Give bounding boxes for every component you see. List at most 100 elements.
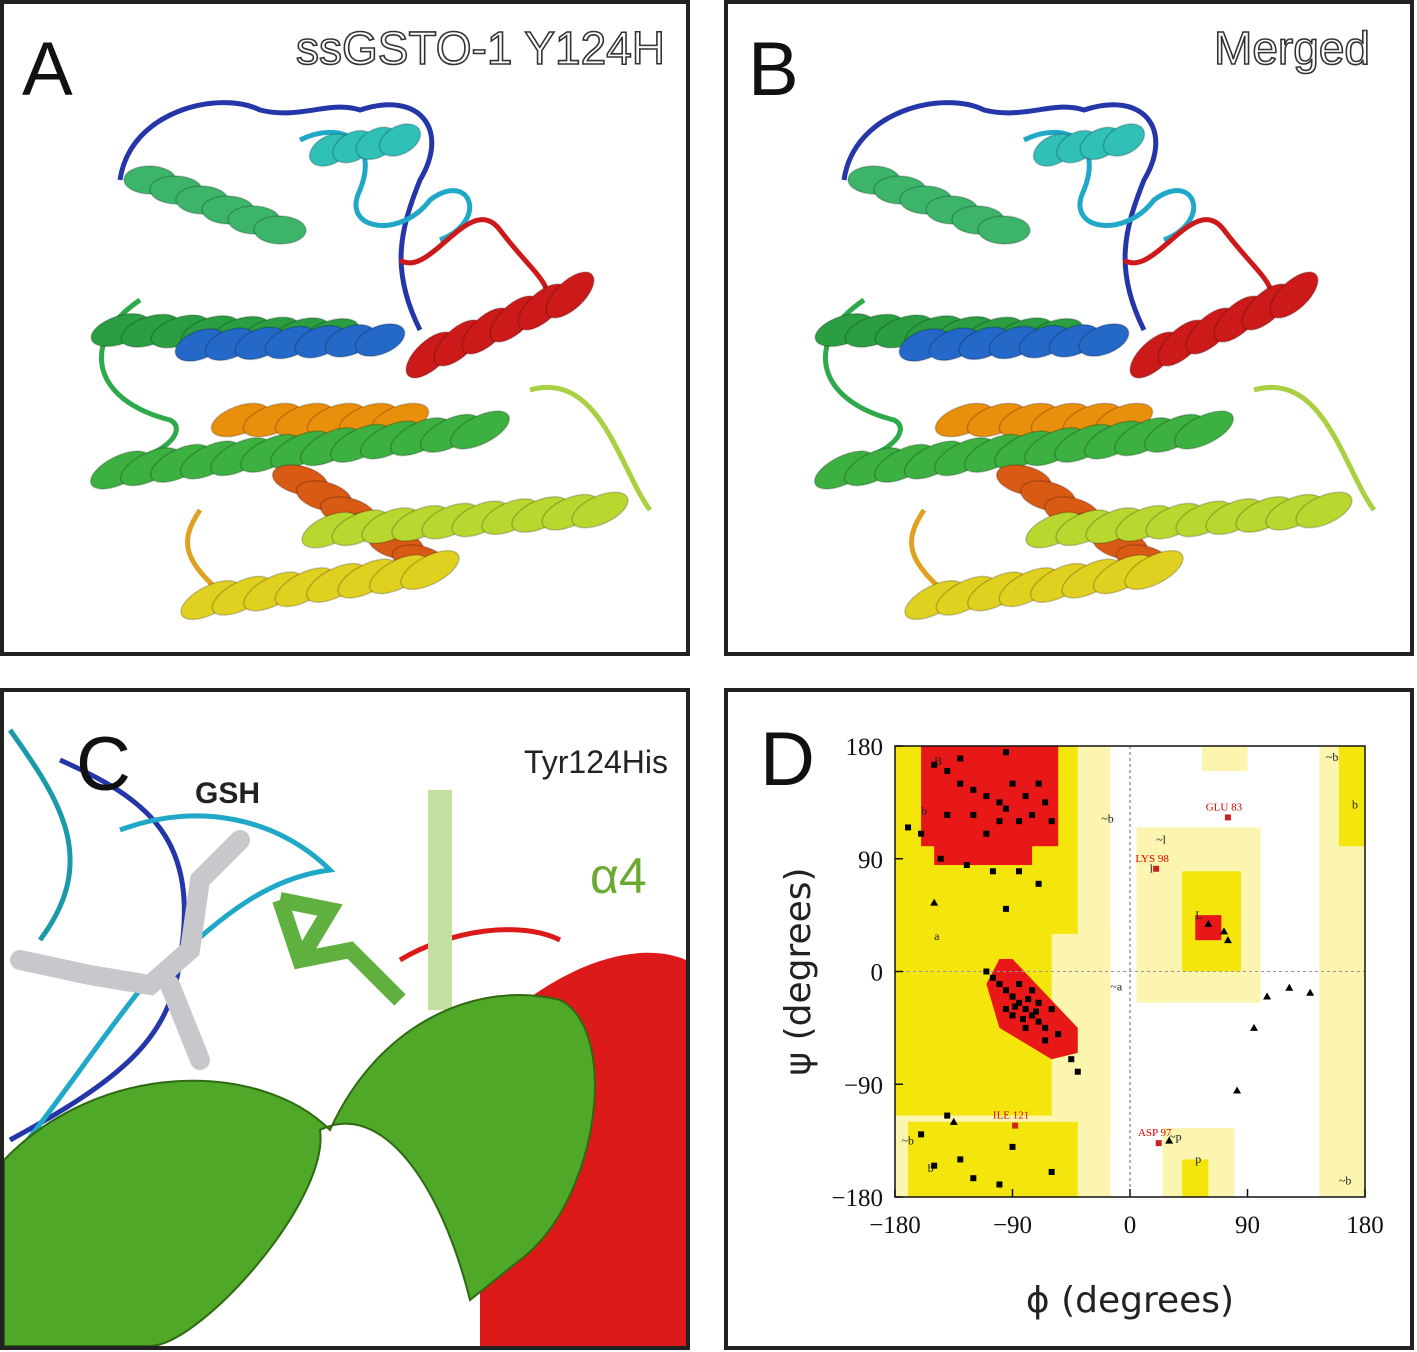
point: [1042, 799, 1049, 806]
helix-turn: [1295, 491, 1353, 529]
point: [1012, 1003, 1019, 1010]
helix-turn: [354, 323, 406, 357]
helix-turn: [449, 410, 511, 450]
loop: [398, 927, 562, 963]
y-tick-label: −90: [844, 1072, 883, 1099]
x-axis-label: ϕ (degrees): [1026, 1280, 1234, 1321]
point-label: GLU 83: [1206, 801, 1243, 813]
point: [1009, 993, 1016, 1000]
point: [1153, 865, 1160, 872]
point: [1009, 780, 1016, 787]
point: [1048, 1168, 1055, 1175]
point: [1016, 999, 1023, 1006]
ramachandran-plot: Bb a ~b ~a ~l l L ~p p ~b b ~b b ~b −180 −90 0 90 180 −180 −…: [778, 734, 1384, 1321]
ligand-label: GSH: [195, 777, 260, 810]
point: [930, 898, 939, 906]
y-axis-label: ψ (degrees): [778, 867, 819, 1075]
y-tick-label: 90: [858, 847, 883, 874]
point: [949, 1117, 958, 1125]
point: [1025, 996, 1032, 1003]
helix-turn: [545, 271, 595, 319]
point: [1035, 999, 1042, 1006]
point: [1002, 805, 1009, 812]
point: [963, 862, 970, 869]
point: [1074, 1068, 1081, 1075]
point: [931, 1162, 938, 1169]
helix-turn: [253, 215, 307, 245]
panel-frame: [0, 0, 690, 656]
region-label: p: [1195, 1152, 1201, 1166]
helix-turn: [378, 123, 422, 157]
region-label: ~l: [1156, 833, 1166, 847]
point: [905, 824, 912, 831]
region: [1195, 915, 1222, 941]
panel-letter: D: [760, 717, 815, 802]
point: [1022, 1006, 1029, 1013]
point: [1306, 988, 1315, 996]
point: [1035, 780, 1042, 787]
point: [931, 761, 938, 768]
point: [1035, 880, 1042, 887]
point: [1029, 811, 1036, 818]
point: [1002, 749, 1009, 756]
structure-art: [3, 100, 1377, 1347]
y-tick-label: 0: [871, 960, 884, 987]
x-tick-label: 90: [1235, 1212, 1260, 1239]
point: [1016, 868, 1023, 875]
point: [1042, 1037, 1049, 1044]
point: [1048, 1006, 1055, 1013]
region-label: L: [1195, 908, 1202, 922]
point: [989, 868, 996, 875]
point: [1022, 793, 1029, 800]
loop: [398, 217, 549, 303]
point: [989, 974, 996, 981]
point: [937, 855, 944, 862]
point: [970, 811, 977, 818]
panel-caption: Merged: [1214, 22, 1370, 74]
region-label: l: [1150, 862, 1154, 876]
point: [1220, 927, 1228, 935]
point: [1012, 1122, 1019, 1129]
point: [1016, 818, 1023, 825]
point: [1224, 814, 1231, 821]
region-label: B: [934, 754, 942, 768]
y-tick-label: 180: [846, 734, 884, 761]
point: [1009, 1143, 1016, 1150]
loop: [1122, 217, 1273, 303]
point-label: LYS 98: [1135, 853, 1169, 865]
x-tick-label: −90: [993, 1212, 1032, 1239]
point: [1033, 1008, 1039, 1015]
helix-turn: [1124, 549, 1184, 591]
helix-turn: [400, 549, 460, 591]
region-label: a: [934, 929, 940, 943]
helix-turn: [1102, 123, 1146, 157]
point: [1068, 1056, 1075, 1063]
point: [1285, 983, 1294, 991]
point: [1055, 1031, 1062, 1038]
region-label: b: [1352, 798, 1358, 812]
region-label: ~b: [1326, 750, 1339, 764]
point: [944, 768, 951, 775]
panel-frame: [0, 688, 690, 1350]
region: [921, 746, 1059, 847]
mutation-label: Tyr124His: [524, 744, 668, 780]
point: [970, 786, 977, 793]
point: [983, 968, 990, 975]
point: [1009, 1012, 1016, 1019]
panel-letter: C: [76, 722, 131, 807]
panel-caption: ssGSTO-1 Y124H: [296, 22, 665, 74]
point: [957, 1156, 964, 1163]
y-tick-label: −180: [831, 1185, 883, 1212]
point: [983, 793, 990, 800]
point: [996, 1181, 1003, 1188]
region-label: ~b: [1101, 811, 1114, 825]
helix-turn: [1269, 271, 1319, 319]
helix-turn: [977, 215, 1031, 245]
region-label: ~b: [902, 1133, 915, 1147]
region: [908, 1121, 1078, 1197]
point: [983, 830, 990, 837]
x-tick-label: 180: [1346, 1212, 1384, 1239]
point: [957, 755, 964, 762]
point: [1165, 1136, 1174, 1144]
region-label: b: [921, 804, 927, 818]
